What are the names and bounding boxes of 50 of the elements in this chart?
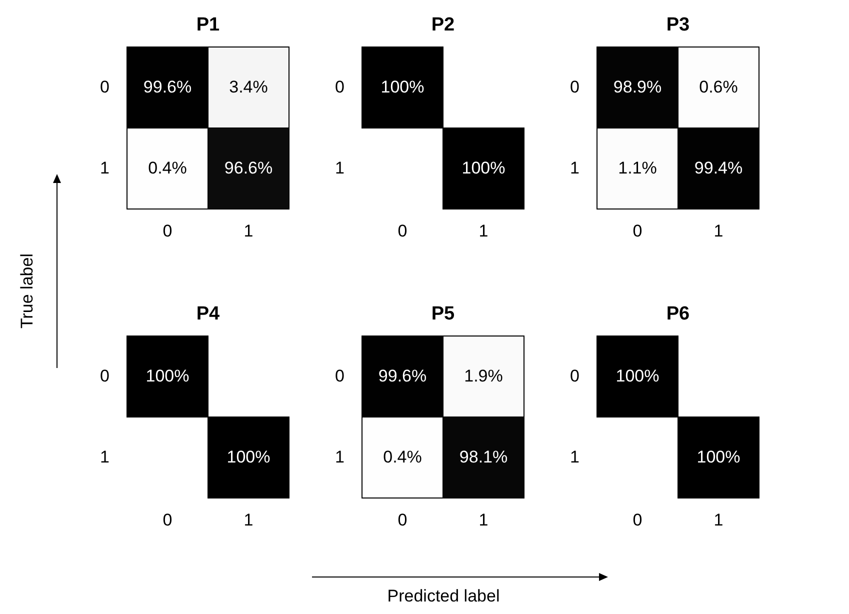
y-tick-label: 0 xyxy=(100,78,110,96)
y-tick-label: 0 xyxy=(335,366,344,386)
x-tick-label: 1 xyxy=(244,510,254,530)
y-tick-label: 0 xyxy=(100,366,110,386)
y-axis-title: True label xyxy=(18,254,36,328)
y-tick-label: 0 xyxy=(335,78,344,96)
data-label: 99.6% xyxy=(143,78,192,96)
x-axis-title: Predicted label xyxy=(387,586,500,606)
y-tick-label: 0 xyxy=(570,78,580,96)
x-tick-label: 0 xyxy=(162,222,172,240)
x-tick-label: 0 xyxy=(398,510,408,530)
data-label: 1.1% xyxy=(618,158,657,178)
data-label: 100% xyxy=(616,366,660,386)
x-tick-label: 1 xyxy=(714,222,724,240)
x-tick-label: 1 xyxy=(478,510,488,530)
y-tick-label: 1 xyxy=(100,448,110,466)
y-tick-label: 1 xyxy=(100,158,110,178)
chart-title: P4 xyxy=(196,304,220,324)
data-label: 0.4% xyxy=(148,158,187,178)
data-label: 99.6% xyxy=(378,366,427,386)
data-label: 98.1% xyxy=(459,448,508,466)
x-tick-label: 1 xyxy=(478,222,488,240)
x-tick-label: 0 xyxy=(632,510,642,530)
data-label: 100% xyxy=(226,448,270,466)
x-tick-label: 0 xyxy=(632,222,642,240)
data-label: 98.9% xyxy=(613,78,662,96)
chart-title: P1 xyxy=(196,14,220,36)
chart-title: P2 xyxy=(431,14,455,36)
y-tick-label: 0 xyxy=(570,366,580,386)
data-label: 3.4% xyxy=(229,78,268,96)
data-label: 100% xyxy=(380,78,424,96)
chart-title: P5 xyxy=(431,304,456,324)
x-tick-label: 0 xyxy=(398,222,408,240)
x-tick-label: 1 xyxy=(244,222,254,240)
chart-title: P6 xyxy=(666,304,690,324)
data-label: 100% xyxy=(696,448,740,466)
data-label: 100% xyxy=(146,366,190,386)
chart-title: P3 xyxy=(666,14,690,36)
y-tick-label: 1 xyxy=(570,448,580,466)
y-tick-label: 1 xyxy=(335,448,344,466)
data-label: 99.4% xyxy=(694,158,743,178)
data-label: 0.6% xyxy=(699,78,738,96)
y-tick-label: 1 xyxy=(570,158,580,178)
x-tick-label: 1 xyxy=(714,510,724,530)
y-tick-label: 1 xyxy=(335,158,344,178)
x-tick-label: 0 xyxy=(162,510,172,530)
data-label: 96.6% xyxy=(224,158,273,178)
data-label: 100% xyxy=(462,158,506,178)
data-label: 0.4% xyxy=(383,448,422,466)
data-label: 1.9% xyxy=(464,366,503,386)
